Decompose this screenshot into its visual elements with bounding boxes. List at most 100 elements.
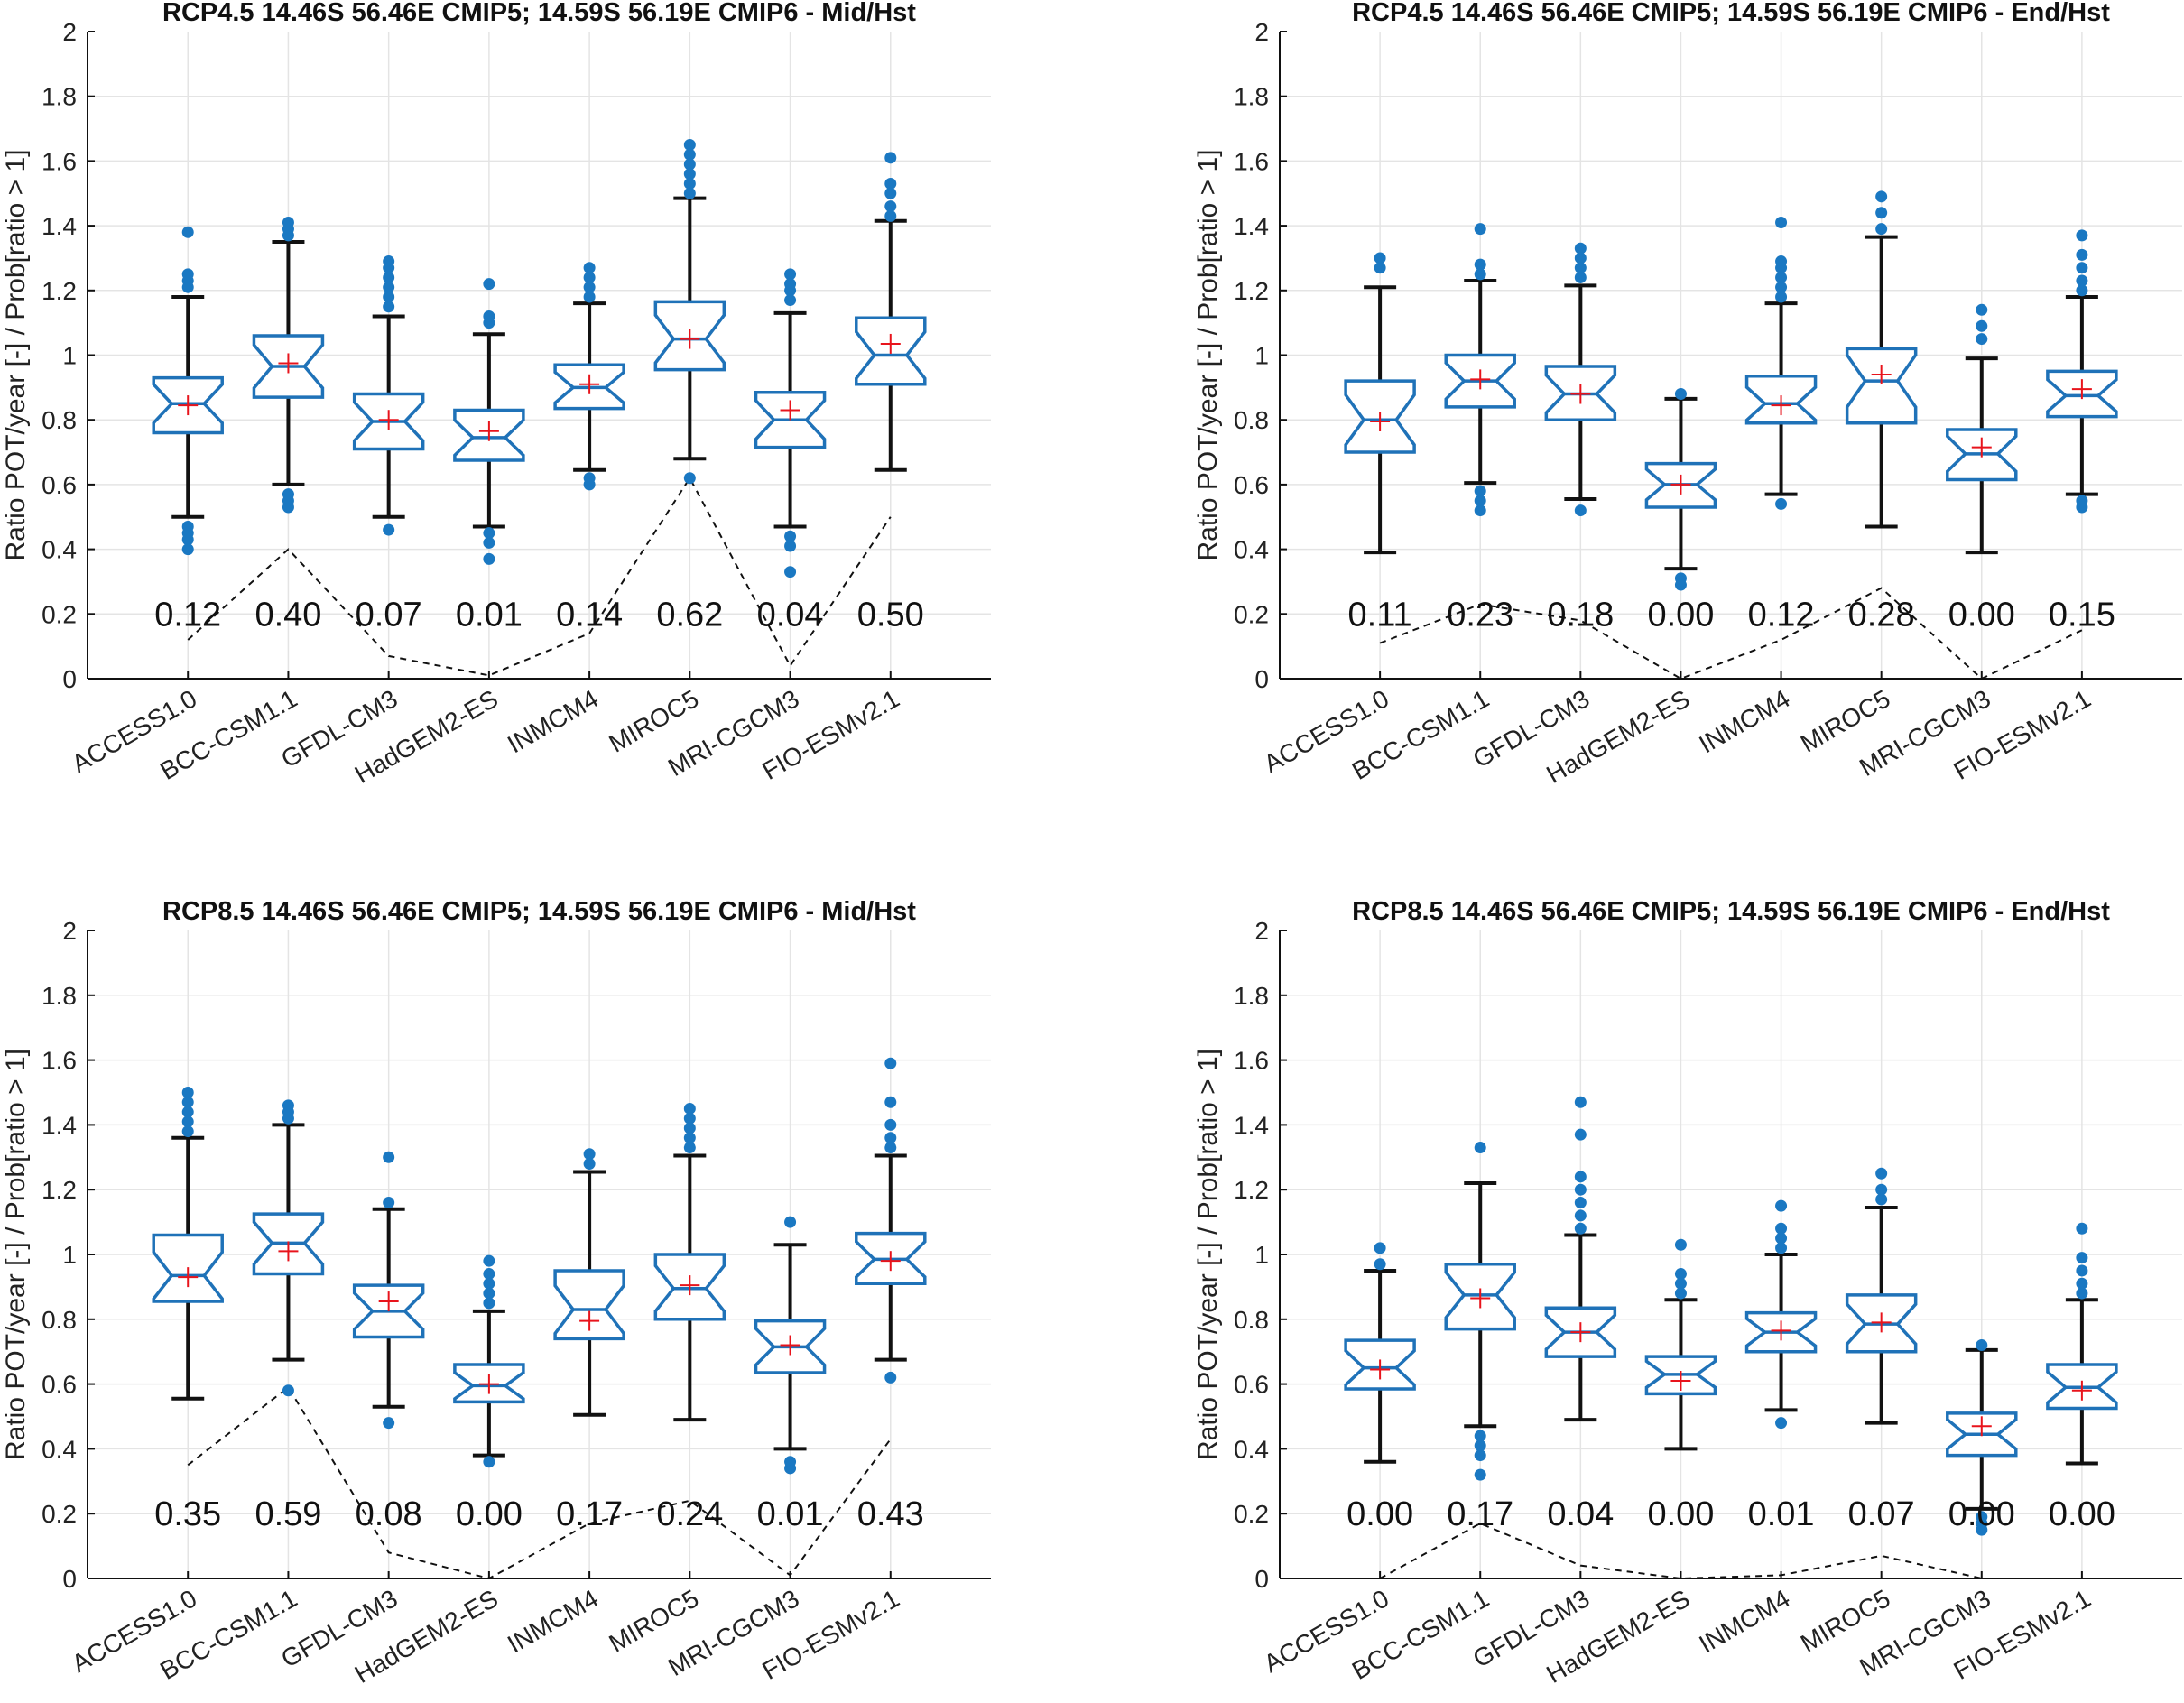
box-fio-esmv2-1 — [855, 152, 927, 472]
outlier-point — [1374, 252, 1386, 264]
chart-panel-1: 0 0.2 0.4 0.6 0.8 1 1.2 1.4 1.6 1.8 2 RCP4.5 14.46S… — [1, 0, 991, 789]
outlier-point — [1976, 1339, 1988, 1352]
outlier-point — [383, 523, 395, 536]
probability-label: 0.59 — [254, 1495, 321, 1533]
outlier-point — [1574, 271, 1587, 283]
y-tick-label: 1.2 — [42, 1176, 77, 1204]
probability-label: 0.50 — [857, 596, 924, 634]
probability-label: 0.07 — [356, 596, 422, 634]
outlier-point — [1474, 268, 1486, 281]
box-bcc-csm1-1 — [1444, 223, 1516, 517]
box-miroc5 — [1845, 190, 1918, 529]
outlier-point — [1775, 255, 1788, 268]
outlier-point — [1574, 504, 1587, 517]
outlier-point — [583, 262, 596, 274]
y-tick-label: 1.8 — [42, 83, 77, 111]
outlier-point — [181, 1087, 194, 1098]
outlier-point — [884, 1142, 897, 1154]
outlier-point — [1474, 1468, 1486, 1481]
probability-label: 0.40 — [254, 596, 321, 634]
box-fio-esmv2-1 — [2046, 229, 2118, 514]
probability-label: 0.01 — [1748, 1495, 1815, 1533]
outlier-point — [784, 278, 797, 291]
y-axis-label: Ratio POT/year [-] / Prob[ratio > 1] — [1, 1049, 31, 1460]
y-tick-label: 0 — [1254, 1565, 1269, 1593]
box-miroc5 — [653, 1102, 726, 1422]
y-tick-label: 1.4 — [1234, 1111, 1269, 1139]
x-tick-label: INMCM4 — [1694, 684, 1794, 758]
outlier-point — [1474, 223, 1486, 236]
outlier-point — [2076, 495, 2088, 507]
outlier-point — [583, 1148, 596, 1161]
outlier-point — [1474, 495, 1486, 507]
probability-line — [187, 1385, 892, 1580]
outlier-point — [1574, 262, 1587, 274]
y-axis-label: Ratio POT/year [-] / Prob[ratio > 1] — [1193, 149, 1223, 560]
outlier-point — [282, 1099, 294, 1112]
outlier-point — [1875, 190, 1888, 203]
outlier-point — [583, 271, 596, 283]
outlier-point — [483, 1268, 495, 1281]
y-tick-label: 1.4 — [42, 1111, 77, 1139]
outlier-point — [1674, 1277, 1687, 1290]
probability-label: 0.00 — [1948, 596, 2015, 634]
outlier-point — [1474, 504, 1486, 517]
outlier-point — [181, 1125, 194, 1138]
probability-label: 0.14 — [556, 596, 623, 634]
outlier-point — [1775, 217, 1788, 229]
probability-label: 0.00 — [2049, 1495, 2115, 1533]
outlier-point — [884, 152, 897, 164]
y-tick-label: 1.8 — [1234, 83, 1269, 111]
probability-label: 0.43 — [857, 1495, 924, 1533]
box-mri-cgcm3 — [754, 268, 827, 578]
y-tick-label: 0.2 — [1234, 600, 1269, 628]
outlier-point — [2076, 248, 2088, 261]
outlier-point — [784, 540, 797, 552]
outlier-point — [483, 1456, 495, 1468]
outlier-point — [483, 536, 495, 549]
outlier-point — [884, 1371, 897, 1384]
y-tick-label: 0.8 — [1234, 1306, 1269, 1334]
outlier-point — [884, 209, 897, 222]
outlier-point — [383, 1417, 395, 1430]
outlier-point — [1875, 223, 1888, 236]
x-tick-label: INMCM4 — [503, 1584, 603, 1658]
outlier-point — [583, 291, 596, 303]
chart-title: RCP8.5 14.46S 56.46E CMIP5; 14.59S 56.19… — [1352, 897, 2110, 926]
outlier-point — [1976, 1511, 1988, 1523]
outlier-point — [483, 552, 495, 565]
outlier-point — [181, 521, 194, 533]
box-hadgem2-es — [1644, 1238, 1717, 1451]
y-tick-label: 2 — [62, 18, 77, 46]
outlier-point — [1775, 1199, 1788, 1212]
outlier-point — [383, 271, 395, 283]
outlier-point — [1775, 1222, 1788, 1235]
outlier-point — [1574, 1171, 1587, 1183]
probability-label: 0.24 — [656, 1495, 723, 1533]
box-bcc-csm1-1 — [252, 1099, 325, 1397]
outlier-point — [683, 1142, 696, 1154]
outlier-point — [683, 1112, 696, 1125]
y-tick-label: 2 — [1254, 18, 1269, 46]
outlier-point — [1775, 1242, 1788, 1254]
y-tick-label: 0.8 — [42, 406, 77, 434]
outlier-point — [383, 1151, 395, 1163]
chart-panel-3: 0 0.2 0.4 0.6 0.8 1 1.2 1.4 1.6 1.8 2 RCP8.5 14.46S… — [1, 897, 991, 1689]
y-tick-label: 1 — [62, 342, 77, 370]
outlier-point — [1674, 572, 1687, 585]
outlier-point — [1875, 1167, 1888, 1180]
probability-line — [1379, 587, 2083, 680]
outlier-point — [1474, 1439, 1486, 1452]
outlier-point — [683, 472, 696, 485]
outlier-point — [1976, 303, 1988, 316]
box-bcc-csm1-1 — [1444, 1142, 1516, 1481]
probability-label: 0.35 — [154, 1495, 221, 1533]
outlier-point — [1674, 1287, 1687, 1300]
outlier-point — [784, 294, 797, 307]
x-tick-label: INMCM4 — [1694, 1584, 1794, 1658]
outlier-point — [784, 268, 797, 281]
probability-label: 0.12 — [154, 596, 221, 634]
outlier-point — [1674, 388, 1687, 401]
y-tick-label: 0 — [62, 1565, 77, 1593]
